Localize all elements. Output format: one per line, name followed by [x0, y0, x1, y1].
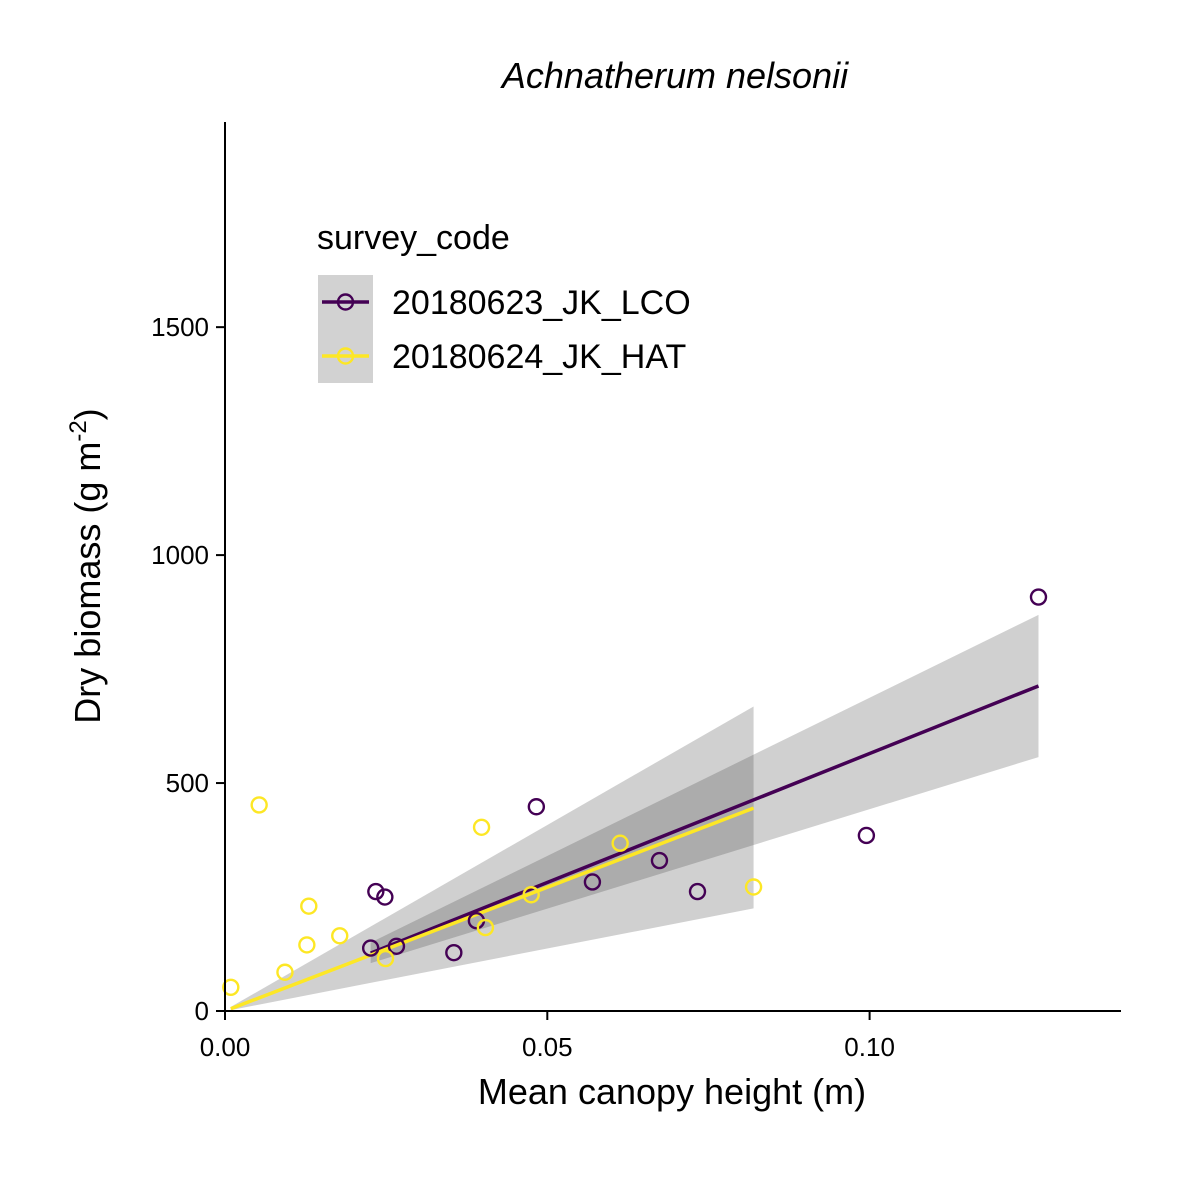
data-point-s2-5: [300, 897, 318, 915]
data-point-s1-3: [376, 888, 394, 906]
legend-key-background: [318, 275, 373, 383]
x-tick-label-1: 0.00: [200, 1032, 251, 1062]
data-point-s2-7: [376, 949, 395, 968]
y-axis-ticks: 0 500 1000 1500: [151, 312, 225, 1026]
fit-lines: [230, 684, 1040, 1011]
data-point-s1-10: [688, 882, 707, 901]
data-point-s2-6: [331, 927, 349, 945]
confidence-band-2: [230, 706, 754, 1011]
data-point-s1-8: [583, 873, 602, 891]
data-point-s2-10: [522, 886, 540, 904]
data-point-s2-1: [222, 978, 240, 996]
y-tick-label-2: 500: [166, 768, 209, 798]
y-axis-title-main: Dry biomass (g m: [67, 442, 108, 724]
y-tick-label-3: 1000: [151, 540, 209, 570]
x-tick-label-3: 0.10: [844, 1032, 895, 1062]
data-point-s1-1: [361, 939, 380, 957]
legend-key-point-1: [336, 293, 355, 311]
confidence-band-1: [370, 614, 1039, 964]
data-point-s1-12: [1029, 588, 1048, 606]
y-axis-title: Dry biomass (g m-2): [65, 408, 108, 723]
data-point-s2-3: [276, 963, 294, 981]
data-point-s1-9: [650, 851, 669, 870]
x-tick-label-2: 0.05: [522, 1032, 573, 1062]
data-point-s1-2: [367, 882, 385, 901]
data-point-s1-7: [527, 798, 546, 816]
x-axis-ticks: 0.00 0.05 0.10: [200, 1011, 895, 1062]
y-axis-title-close: ): [67, 408, 108, 420]
data-point-s2-8: [472, 818, 491, 836]
x-axis-title: Mean canopy height (m): [478, 1071, 866, 1112]
fit-line-1: [370, 684, 1040, 955]
legend: survey_code 20180623_JK_LCO 20180624_JK_H…: [317, 219, 691, 383]
data-point-s2-9: [476, 918, 495, 937]
data-point-s2-11: [611, 834, 629, 852]
legend-label-1: 20180623_JK_LCO: [392, 284, 691, 322]
data-point-s2-2: [250, 796, 268, 814]
legend-title: survey_code: [317, 219, 510, 257]
data-point-s2-12: [744, 878, 763, 896]
chart-title: Achnatherum nelsonii: [500, 55, 849, 96]
data-point-s1-11: [857, 826, 876, 845]
y-tick-label-4: 1500: [151, 312, 209, 342]
confidence-bands: [230, 614, 1039, 1011]
data-point-s1-5: [445, 943, 463, 962]
legend-key-point-2: [336, 347, 355, 365]
legend-label-2: 20180624_JK_HAT: [392, 338, 686, 376]
data-points: [222, 588, 1048, 996]
fit-line-2: [230, 806, 755, 1011]
data-point-s2-4: [298, 936, 316, 954]
y-tick-label-1: 0: [195, 996, 209, 1026]
y-axis-title-superscript: -2: [65, 420, 92, 441]
data-point-s1-4: [387, 937, 406, 955]
